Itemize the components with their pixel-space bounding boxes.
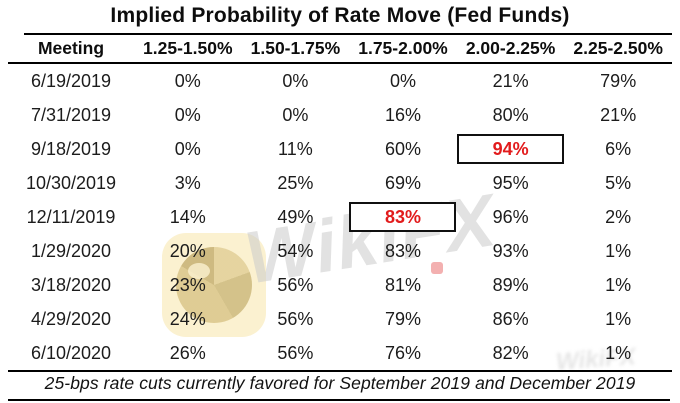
- probability-cell: 60%: [384, 138, 421, 159]
- column-header-range-4: 2.00-2.25%: [465, 38, 556, 58]
- probability-cell: 82%: [492, 342, 529, 363]
- table-row: 12/11/2019 14% 49% 83% 96% 2%: [8, 200, 672, 234]
- footnote-text: 25-bps rate cuts currently favored for S…: [44, 373, 636, 393]
- probability-cell: 6%: [605, 138, 632, 159]
- probability-cell: 54%: [277, 240, 314, 261]
- probability-cell: 1%: [605, 308, 632, 329]
- column-header-range-5: 2.25-2.50%: [573, 38, 663, 58]
- probability-cell: 0%: [282, 104, 309, 125]
- meeting-date-cell: 6/10/2020: [30, 342, 112, 363]
- meeting-date-cell: 7/31/2019: [30, 104, 112, 125]
- probability-cell: 16%: [384, 104, 421, 125]
- probability-cell: 21%: [492, 70, 529, 91]
- probability-cell: 0%: [389, 70, 416, 91]
- meeting-date-cell: 12/11/2019: [26, 206, 116, 227]
- probability-cell: 1%: [605, 342, 632, 363]
- probability-cell: 79%: [384, 308, 421, 329]
- table-row: 9/18/2019 0% 11% 60% 94% 6%: [8, 132, 672, 166]
- probability-cell: 20%: [169, 240, 206, 261]
- meeting-date-cell: 10/30/2019: [25, 172, 117, 193]
- probability-cell: 76%: [384, 342, 421, 363]
- probability-cell: 96%: [492, 206, 529, 227]
- probability-cell: 95%: [492, 172, 529, 193]
- meeting-date-cell: 4/29/2020: [30, 308, 112, 329]
- rule-below-title: [24, 33, 672, 35]
- table-row: 10/30/2019 3% 25% 69% 95% 5%: [8, 166, 672, 200]
- probability-cell: 89%: [492, 274, 529, 295]
- column-header-range-1: 1.25-1.50%: [143, 38, 233, 58]
- header-row: Meeting 1.25-1.50% 1.50-1.75% 1.75-2.00%…: [8, 35, 672, 64]
- meeting-date-cell: 9/18/2019: [30, 138, 112, 159]
- table-row: 1/29/2020 20% 54% 83% 93% 1%: [8, 234, 672, 268]
- probability-cell: 83%: [384, 240, 421, 261]
- meeting-date-cell: 3/18/2020: [30, 274, 112, 295]
- column-header-range-2: 1.50-1.75%: [250, 38, 341, 58]
- probability-cell: 49%: [277, 206, 314, 227]
- table-row: 4/29/2020 24% 56% 79% 86% 1%: [8, 302, 672, 336]
- probability-cell: 56%: [277, 308, 314, 329]
- probability-cell: 86%: [492, 308, 529, 329]
- probability-table: Meeting 1.25-1.50% 1.50-1.75% 1.75-2.00%…: [8, 35, 672, 372]
- probability-cell: 69%: [384, 172, 421, 193]
- probability-cell: 25%: [277, 172, 314, 193]
- probability-cell: 0%: [174, 104, 201, 125]
- highlighted-probability-cell: 94%: [457, 132, 565, 166]
- probability-cell: 14%: [169, 206, 206, 227]
- probability-cell: 23%: [169, 274, 206, 295]
- figure-title: Implied Probability of Rate Move (Fed Fu…: [110, 4, 570, 27]
- table-row: 7/31/2019 0% 0% 16% 80% 21%: [8, 98, 672, 132]
- highlight-box: 83%: [349, 202, 457, 232]
- probability-cell: 1%: [605, 274, 632, 295]
- column-header-meeting: Meeting: [37, 38, 105, 58]
- probability-cell: 80%: [492, 104, 529, 125]
- table-row: 6/10/2020 26% 56% 76% 82% 1%: [8, 336, 672, 370]
- rule-below-footnote: [8, 399, 670, 401]
- probability-cell: 0%: [282, 70, 309, 91]
- probability-cell: 79%: [600, 70, 637, 91]
- highlighted-probability-cell: 83%: [349, 200, 457, 234]
- probability-cell: 21%: [600, 104, 637, 125]
- column-header-range-3: 1.75-2.00%: [358, 38, 448, 58]
- probability-cell: 24%: [169, 308, 206, 329]
- probability-cell: 3%: [174, 172, 201, 193]
- probability-cell: 56%: [277, 342, 314, 363]
- meeting-date-cell: 1/29/2020: [30, 240, 112, 261]
- meeting-date-cell: 6/19/2019: [30, 70, 112, 91]
- probability-cell: 2%: [605, 206, 632, 227]
- probability-cell: 93%: [492, 240, 529, 261]
- probability-cell: 26%: [169, 342, 206, 363]
- probability-cell: 0%: [174, 70, 201, 91]
- probability-cell: 56%: [277, 274, 314, 295]
- table-row: 3/18/2020 23% 56% 81% 89% 1%: [8, 268, 672, 302]
- highlight-box: 94%: [457, 134, 565, 164]
- probability-cell: 5%: [605, 172, 632, 193]
- probability-cell: 11%: [278, 138, 313, 159]
- probability-cell: 1%: [605, 240, 632, 261]
- table-row: 6/19/2019 0% 0% 0% 21% 79%: [8, 64, 672, 98]
- probability-cell: 81%: [384, 274, 421, 295]
- probability-cell: 0%: [174, 138, 201, 159]
